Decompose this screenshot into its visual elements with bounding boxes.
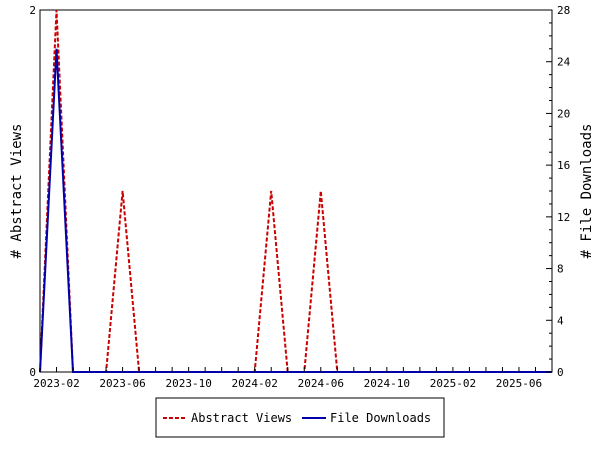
y-left-tick-label: 0 [29, 366, 36, 379]
plot-area [39, 9, 553, 373]
y-right-tick-label: 24 [557, 56, 571, 69]
y-right-tick-label: 16 [557, 159, 570, 172]
y-axis-right-title: # File Downloads [579, 124, 595, 259]
x-tick-label: 2023-02 [33, 377, 79, 390]
legend-label-file-downloads: File Downloads [330, 411, 431, 425]
legend-label-abstract-views: Abstract Views [191, 411, 292, 425]
y-right-tick-label: 8 [557, 263, 564, 276]
x-tick-label: 2025-06 [496, 377, 542, 390]
y-right-tick-label: 28 [557, 4, 570, 17]
legend-box [155, 397, 445, 438]
x-tick-label: 2023-06 [99, 377, 145, 390]
y-right-tick-label: 4 [557, 314, 564, 327]
x-tick-label: 2024-06 [298, 377, 344, 390]
plot-frame [39, 9, 553, 373]
series-layer [39, 9, 552, 373]
legend: Abstract Views File Downloads [155, 397, 445, 438]
series-line-file-downloads [39, 48, 552, 373]
x-tick-label: 2024-02 [232, 377, 278, 390]
axes: 2023-02 2023-06 2023-10 2024-02 2024-06 2024-… [29, 4, 570, 390]
y-right-tick-label: 0 [557, 366, 564, 379]
y-right-tick-label: 12 [557, 211, 570, 224]
y-left-tick-label: 2 [29, 4, 36, 17]
x-tick-label: 2025-02 [430, 377, 476, 390]
y-axis-left-title: # Abstract Views [9, 124, 25, 259]
x-tick-label: 2024-10 [364, 377, 410, 390]
y-right-tick-label: 20 [557, 107, 570, 120]
x-tick-label: 2023-10 [165, 377, 211, 390]
